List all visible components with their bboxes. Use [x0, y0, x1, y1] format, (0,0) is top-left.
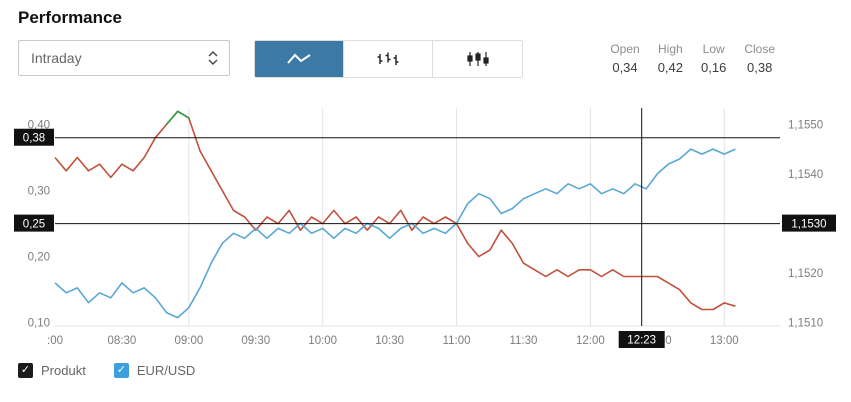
ohlc-chart-icon — [376, 51, 400, 67]
x-axis-tick-label: 09:30 — [241, 335, 270, 347]
legend-label-produkt: Produkt — [41, 363, 86, 378]
interval-select[interactable]: Intraday — [18, 40, 230, 76]
toolbar: Intraday — [0, 40, 851, 80]
crosshair-time-tag — [618, 331, 665, 348]
left-axis-tick-label: 0,40 — [28, 120, 50, 132]
page-title: Performance — [18, 8, 122, 27]
produkt-series-highlight — [165, 110, 190, 126]
x-axis-tick-label: 11:00 — [443, 335, 471, 347]
stat-open: Open 0,34 — [610, 42, 640, 75]
right-axis-tick-label: 1,1550 — [788, 119, 823, 131]
ohlc-chart-button[interactable] — [344, 41, 433, 77]
candlestick-chart-icon — [466, 51, 490, 67]
left-axis-tag — [14, 128, 54, 146]
eurusd-series-line — [54, 148, 736, 319]
chart-legend: ✓ Produkt ✓ EUR/USD — [0, 363, 851, 378]
x-axis-tick-label: 08:30 — [108, 335, 137, 347]
legend-label-eurusd: EUR/USD — [136, 363, 196, 378]
left-axis-tag-label: 0,25 — [23, 219, 45, 231]
left-axis-tick-label: 0,10 — [28, 318, 50, 330]
right-axis-tag — [782, 214, 836, 232]
right-axis-tick-label: 1,1540 — [788, 169, 823, 181]
stat-high: High 0,42 — [657, 42, 683, 75]
right-axis-tick-label: 1,1520 — [788, 268, 823, 280]
x-axis-tick-label: 09:00 — [174, 335, 203, 347]
x-axis-tick-label: 10:00 — [308, 335, 337, 347]
legend-item-produkt[interactable]: ✓ Produkt — [18, 363, 86, 378]
x-axis-tick-label: 12:00 — [576, 335, 605, 347]
x-axis-tick-label: :00 — [47, 335, 63, 347]
stat-low: Low 0,16 — [701, 42, 727, 75]
stat-close: Close 0,38 — [744, 42, 775, 75]
left-axis-tick-label: 0,30 — [28, 186, 50, 198]
left-axis-tag-label: 0,38 — [23, 133, 45, 145]
interval-select-value: Intraday — [31, 50, 82, 66]
left-axis-tick-label: 0,20 — [28, 252, 50, 264]
right-axis-tag-label: 1,1530 — [791, 219, 826, 231]
crosshair-time-tag-label: 12:23 — [627, 335, 656, 347]
chart-area: 0,40 0,30 0,20 0,10 1,1550 1,1540 1,1530 1,1520… — [0, 94, 851, 357]
x-axis-tick-label: 13:00 — [710, 335, 739, 347]
legend-item-eurusd[interactable]: ✓ EUR/USD — [113, 363, 196, 378]
ohlc-stats: Open 0,34 High 0,42 Low 0,16 Close 0,38 — [610, 40, 775, 75]
x-axis-tick-label: 11:30 — [509, 335, 537, 347]
select-chevrons-icon — [207, 49, 219, 67]
performance-widget: Performance Intraday — [0, 8, 851, 378]
left-axis-tag — [14, 214, 54, 232]
chart-type-button-group — [254, 40, 523, 78]
x-axis-tick-label: 10:30 — [375, 335, 404, 347]
performance-chart[interactable]: 0,40 0,30 0,20 0,10 1,1550 1,1540 1,1530 1,1520… — [0, 94, 851, 352]
produkt-checkbox[interactable]: ✓ — [18, 363, 33, 378]
line-chart-button[interactable] — [255, 41, 344, 77]
produkt-series-line — [54, 110, 736, 311]
eurusd-checkbox[interactable]: ✓ — [113, 363, 129, 378]
line-chart-icon — [286, 51, 312, 67]
candlestick-chart-button[interactable] — [433, 41, 522, 77]
right-axis-tick-label: 1,1510 — [788, 318, 823, 330]
